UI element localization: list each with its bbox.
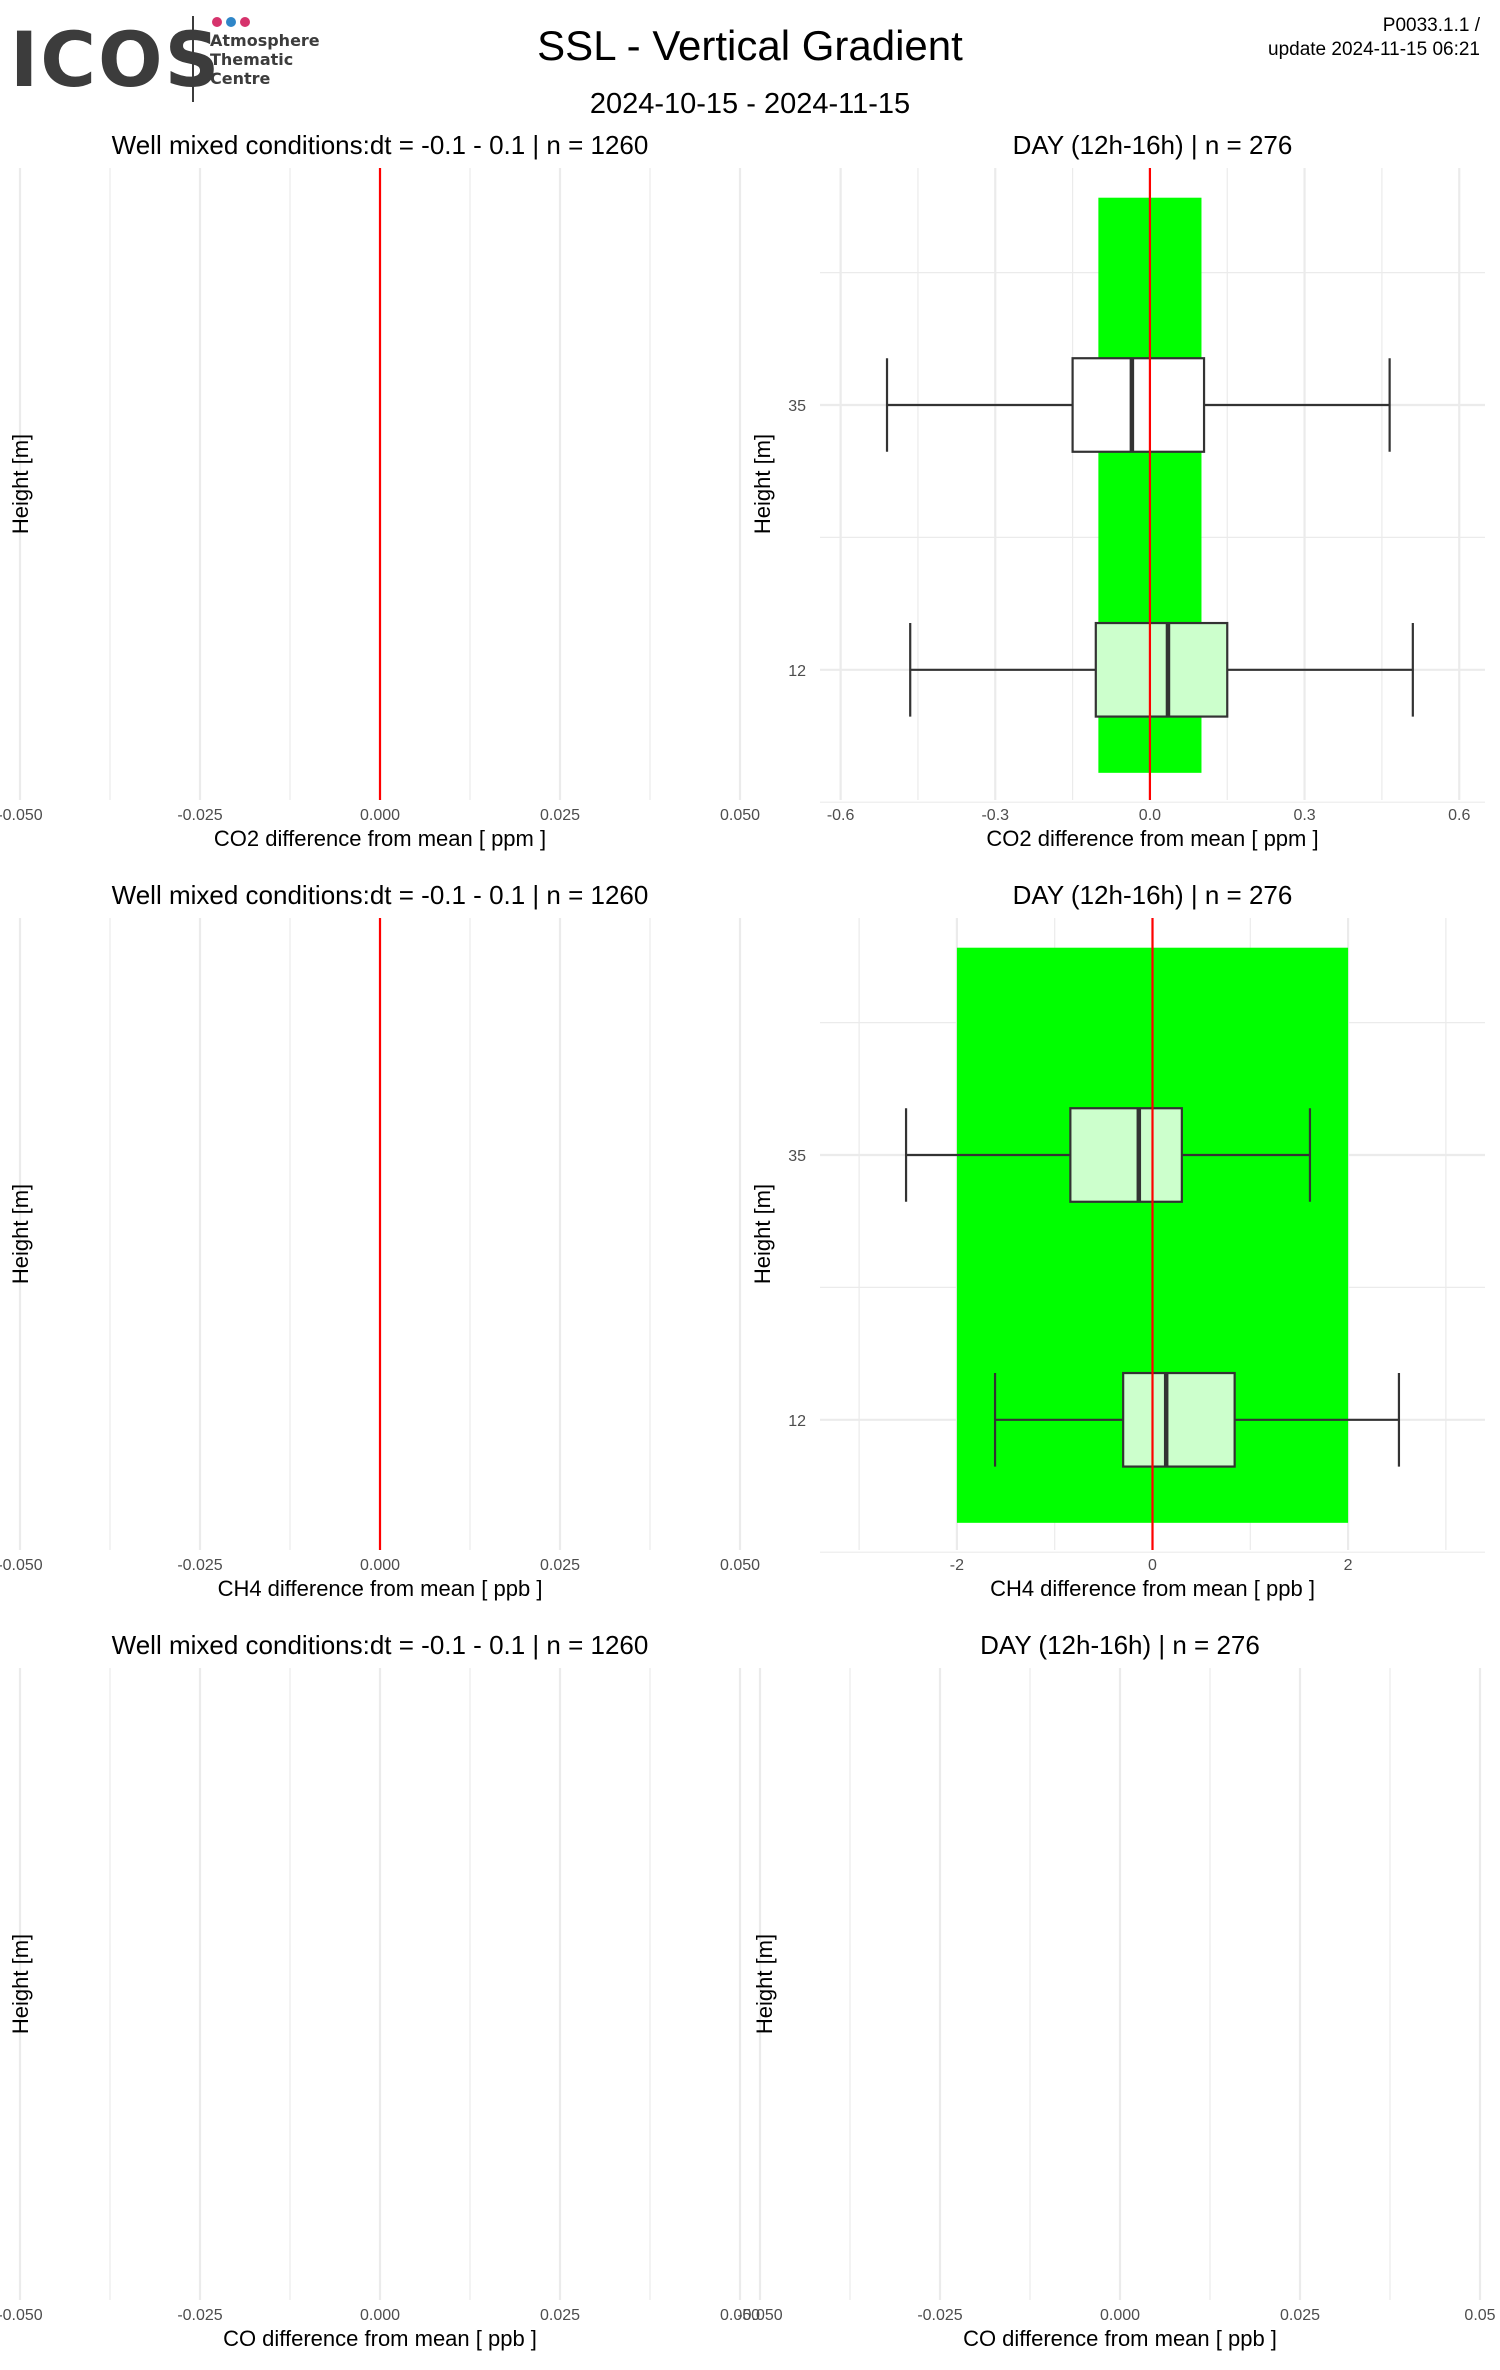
page-title: SSL - Vertical Gradient bbox=[537, 22, 963, 69]
y-axis-label: Height [m] bbox=[8, 434, 33, 534]
x-tick-label: 0.025 bbox=[540, 807, 580, 824]
x-tick-label: -0.3 bbox=[981, 807, 1009, 824]
y-axis-label: Height [m] bbox=[8, 1184, 33, 1284]
x-tick-label: -0.6 bbox=[827, 807, 855, 824]
x-tick-label: -0.025 bbox=[177, 2307, 222, 2324]
y-axis-label: Height [m] bbox=[750, 1184, 775, 1284]
date-range: 2024-10-15 - 2024-11-15 bbox=[589, 88, 911, 120]
x-tick-label: 0.025 bbox=[540, 2307, 580, 2324]
x-tick-label: 0.025 bbox=[1280, 2307, 1320, 2324]
panel-title: DAY (12h-16h) | n = 276 bbox=[980, 1630, 1260, 1660]
x-axis-label: CO difference from mean [ ppb ] bbox=[223, 2326, 537, 2351]
meta-info: P0033.1.1 / update 2024-11-15 06:21 bbox=[1268, 14, 1480, 62]
y-tick-label: 35 bbox=[788, 398, 806, 415]
x-tick-label: 0.025 bbox=[540, 1557, 580, 1574]
logo-divider bbox=[192, 16, 194, 102]
x-tick-label: -0.050 bbox=[0, 807, 43, 824]
panel-title: Well mixed conditions:dt = -0.1 - 0.1 | … bbox=[112, 880, 649, 910]
panel-title: Well mixed conditions:dt = -0.1 - 0.1 | … bbox=[112, 1630, 649, 1660]
box-iqr bbox=[1122, 1371, 1236, 1468]
logo-sub-line-1: Atmosphere bbox=[210, 31, 320, 50]
panel-title: DAY (12h-16h) | n = 276 bbox=[1013, 130, 1293, 160]
x-axis-label: CO2 difference from mean [ ppm ] bbox=[986, 826, 1318, 851]
y-tick-label: 12 bbox=[788, 1413, 806, 1430]
y-axis-label: Height [m] bbox=[8, 1934, 33, 2034]
x-tick-label: 0.6 bbox=[1448, 807, 1470, 824]
x-tick-label: 0.0 bbox=[1139, 807, 1161, 824]
x-tick-label: -0.050 bbox=[737, 2307, 782, 2324]
logo-sub-line-2: Thematic bbox=[210, 50, 294, 69]
x-tick-label: 0.000 bbox=[360, 1557, 400, 1574]
box-iqr bbox=[1069, 1107, 1183, 1203]
y-tick-label: 35 bbox=[788, 1148, 806, 1165]
y-axis-label: Height [m] bbox=[752, 1934, 777, 2034]
x-tick-label: 0.050 bbox=[720, 2307, 760, 2324]
x-axis-label: CO2 difference from mean [ ppm ] bbox=[214, 826, 546, 851]
y-axis-label: Height [m] bbox=[750, 434, 775, 534]
panel-title: Well mixed conditions:dt = -0.1 - 0.1 | … bbox=[112, 130, 649, 160]
meta-update: update 2024-11-15 06:21 bbox=[1268, 39, 1480, 60]
x-tick-label: 2 bbox=[1344, 1557, 1353, 1574]
x-tick-label: -0.050 bbox=[0, 2307, 43, 2324]
x-tick-label: -0.025 bbox=[177, 807, 222, 824]
y-tick-label: 12 bbox=[788, 663, 806, 680]
x-axis-label: CH4 difference from mean [ ppb ] bbox=[218, 1576, 543, 1601]
logo-dot-icon bbox=[226, 17, 236, 27]
logo-sub-line-3: Centre bbox=[210, 69, 271, 88]
x-axis-label: CH4 difference from mean [ ppb ] bbox=[990, 1576, 1315, 1601]
x-tick-label: -2 bbox=[950, 1557, 964, 1574]
x-tick-label: -0.050 bbox=[0, 1557, 43, 1574]
x-tick-label: 0.000 bbox=[360, 807, 400, 824]
box-iqr bbox=[1071, 357, 1206, 453]
x-tick-label: -0.025 bbox=[177, 1557, 222, 1574]
x-tick-label: 0 bbox=[1148, 1557, 1157, 1574]
report-header: ICOS Atmosphere Thematic Centre SSL - Ve… bbox=[0, 0, 1500, 130]
x-tick-label: 0.050 bbox=[720, 1557, 760, 1574]
logo-dot-icon bbox=[240, 17, 250, 27]
icos-logo: ICOS bbox=[10, 15, 222, 104]
x-tick-label: 0.3 bbox=[1293, 807, 1315, 824]
logo-dot-icon bbox=[212, 17, 222, 27]
x-tick-label: 0.05 bbox=[1464, 2307, 1495, 2324]
box-iqr bbox=[1094, 621, 1229, 718]
x-tick-label: 0.050 bbox=[720, 807, 760, 824]
x-tick-label: -0.025 bbox=[917, 2307, 962, 2324]
panel-title: DAY (12h-16h) | n = 276 bbox=[1013, 880, 1293, 910]
x-tick-label: 0.000 bbox=[1100, 2307, 1140, 2324]
meta-version: P0033.1.1 / bbox=[1382, 15, 1480, 36]
x-axis-label: CO difference from mean [ ppb ] bbox=[963, 2326, 1277, 2351]
x-tick-label: 0.000 bbox=[360, 2307, 400, 2324]
